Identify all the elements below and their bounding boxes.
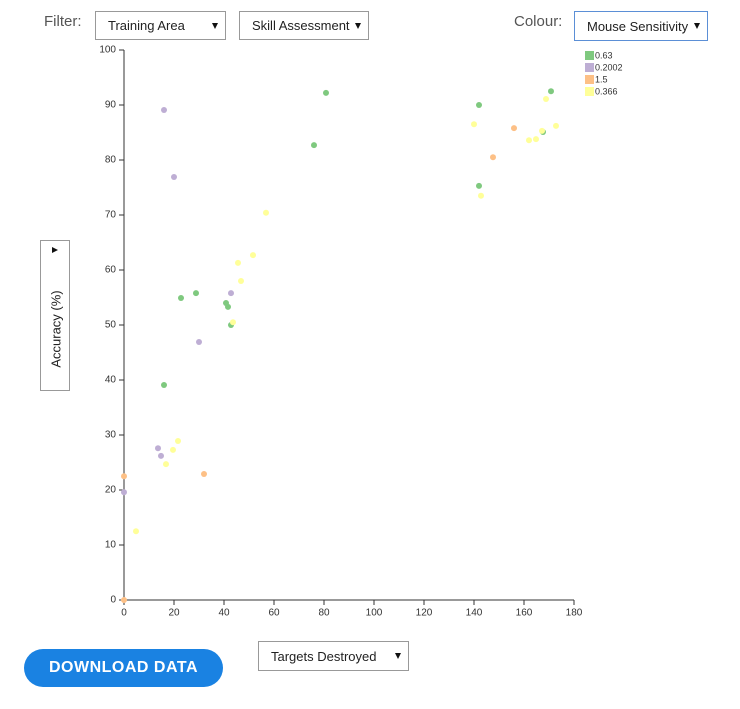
point xyxy=(121,597,127,603)
y-tick-label: 70 xyxy=(105,210,117,221)
point xyxy=(178,295,184,302)
point xyxy=(170,446,176,453)
dropdown-text: Accuracy (%) xyxy=(48,290,64,368)
x-tick-label: 60 xyxy=(268,608,280,619)
x-tick-label: 120 xyxy=(416,608,433,619)
point xyxy=(533,136,539,143)
download-button[interactable]: DOWNLOAD DATA xyxy=(24,649,223,687)
y-axis-dropdown[interactable]: Accuracy (%) xyxy=(40,240,70,391)
point xyxy=(201,471,207,478)
point xyxy=(133,528,139,535)
colour-dropdown[interactable]: Mouse Sensitivity xyxy=(574,11,708,41)
dropdown-text: Training Area xyxy=(108,18,185,33)
x-axis-dropdown[interactable]: Targets Destroyed xyxy=(258,641,409,671)
y-tick-label: 20 xyxy=(105,485,117,496)
y-tick-label: 0 xyxy=(110,595,116,606)
point xyxy=(490,154,496,161)
y-tick-label: 40 xyxy=(105,375,117,386)
x-tick-label: 160 xyxy=(516,608,533,619)
legend-swatch xyxy=(585,87,594,96)
legend-swatch xyxy=(585,51,594,60)
y-tick-label: 60 xyxy=(105,265,117,276)
point xyxy=(471,121,477,128)
point xyxy=(543,95,549,102)
legend-swatch xyxy=(585,63,594,72)
dropdown-text: Mouse Sensitivity xyxy=(587,18,689,34)
point xyxy=(155,445,161,452)
dropdown-arrow xyxy=(52,247,58,253)
point xyxy=(175,438,181,445)
y-tick-label: 30 xyxy=(105,430,117,441)
point xyxy=(161,381,167,388)
point xyxy=(539,127,545,134)
point xyxy=(323,89,329,96)
x-tick-label: 180 xyxy=(566,608,583,619)
x-tick-label: 100 xyxy=(366,608,383,619)
point xyxy=(121,489,127,496)
legend-swatch xyxy=(585,75,594,84)
point xyxy=(171,174,177,181)
dropdown-arrow xyxy=(694,23,700,29)
y-tick-label: 80 xyxy=(105,155,117,166)
x-tick-label: 0 xyxy=(121,608,127,619)
legend-label: 0.366 xyxy=(595,86,618,96)
dropdown-arrow xyxy=(212,22,218,29)
y-tick-label: 10 xyxy=(105,540,117,551)
point xyxy=(476,102,482,108)
colour-label: Colour: xyxy=(514,13,563,30)
point xyxy=(526,137,532,144)
filter-dropdown[interactable]: Training Area xyxy=(95,11,226,40)
y-tick-label: 50 xyxy=(105,320,117,331)
point xyxy=(193,290,199,297)
point xyxy=(548,88,554,95)
point xyxy=(263,209,269,216)
point xyxy=(553,122,559,129)
x-tick-label: 80 xyxy=(318,608,330,619)
x-tick-label: 20 xyxy=(168,608,180,619)
legend-label: 0.2002 xyxy=(595,62,623,72)
point xyxy=(158,452,164,459)
filter-label: Filter: xyxy=(44,13,82,30)
point xyxy=(250,252,256,259)
point xyxy=(478,192,484,199)
filter-dropdown[interactable]: Skill Assessment xyxy=(239,11,369,40)
point xyxy=(121,473,127,480)
point xyxy=(238,278,244,284)
dropdown-text: Skill Assessment xyxy=(252,18,350,33)
point xyxy=(511,125,517,132)
x-tick-label: 140 xyxy=(466,608,483,619)
point xyxy=(196,339,202,346)
y-tick-label: 100 xyxy=(99,45,116,56)
dropdown-arrow xyxy=(355,22,361,29)
point xyxy=(228,290,234,297)
point xyxy=(230,319,236,326)
point xyxy=(225,303,231,310)
legend-label: 1.5 xyxy=(595,74,608,84)
dropdown-text: Targets Destroyed xyxy=(271,648,377,664)
point xyxy=(311,142,317,149)
y-tick-label: 90 xyxy=(105,100,117,111)
point xyxy=(163,461,169,468)
point xyxy=(161,106,167,113)
dropdown-arrow xyxy=(395,653,401,659)
x-tick-label: 40 xyxy=(218,608,230,619)
legend-label: 0.63 xyxy=(595,50,613,60)
point xyxy=(476,182,482,189)
point xyxy=(235,259,241,266)
